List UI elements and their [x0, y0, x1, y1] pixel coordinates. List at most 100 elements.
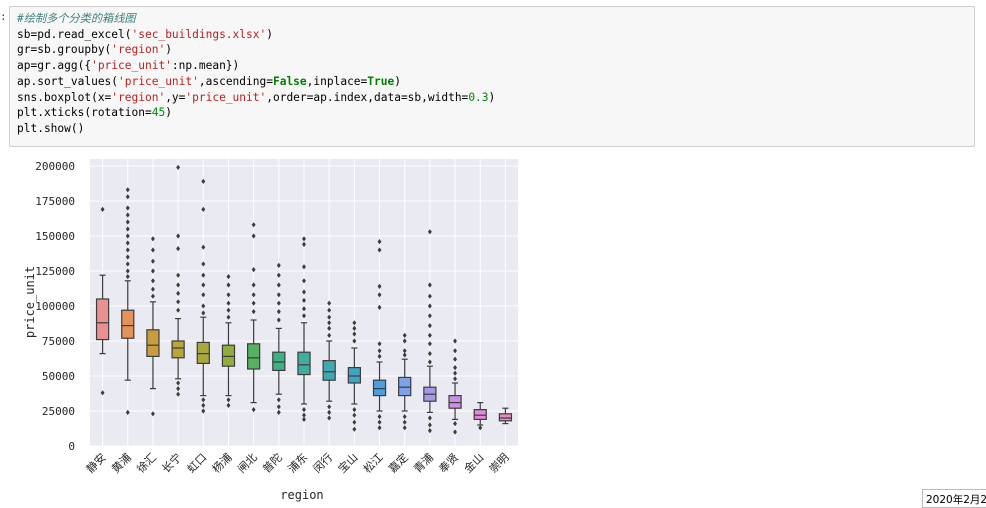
outlier-point: [150, 258, 155, 264]
outlier-point: [427, 359, 432, 365]
outlier-point: [201, 408, 206, 414]
box-金山: [473, 402, 487, 431]
x-tick-label: 浦东: [285, 451, 310, 476]
outlier-point: [453, 348, 458, 354]
box-body: [247, 343, 261, 370]
box-普陀: [272, 262, 286, 415]
outlier-point: [427, 428, 432, 434]
outlier-point: [150, 247, 155, 253]
outlier-point: [226, 314, 231, 320]
y-tick-label: 175000: [35, 195, 75, 208]
box-奉贤: [448, 338, 462, 435]
outlier-point: [377, 239, 382, 245]
y-tick-label: 0: [68, 440, 75, 453]
box-body: [372, 379, 387, 397]
code-editor[interactable]: #绘制多个分类的箱线图 sb=pd.read_excel('sec_buildi…: [17, 12, 496, 135]
outlier-point: [377, 247, 382, 253]
outlier-point: [176, 246, 181, 252]
box-徐汇: [146, 236, 160, 417]
outlier-point: [176, 307, 181, 313]
outlier-point: [100, 206, 105, 212]
outlier-point: [453, 370, 458, 376]
outlier-point: [150, 286, 155, 292]
x-axis-label: region: [280, 488, 323, 502]
box-body: [146, 329, 160, 358]
outlier-point: [478, 425, 483, 431]
outlier-point: [453, 338, 458, 344]
outlier-point: [302, 407, 306, 413]
box-body: [272, 351, 286, 371]
outlier-point: [176, 272, 181, 278]
x-tick-label: 金山: [461, 450, 486, 475]
x-tick-label: 宝山: [335, 450, 360, 475]
y-tick-label: 75000: [42, 335, 75, 348]
outlier-point: [251, 292, 256, 298]
x-tick-label: 崇明: [487, 451, 512, 476]
outlier-point: [302, 241, 306, 247]
x-tick-label: 徐汇: [134, 450, 159, 475]
box-body: [171, 340, 185, 359]
box-body: [121, 309, 135, 339]
outlier-point: [226, 307, 231, 313]
y-tick-label: 125000: [35, 265, 75, 278]
outlier-point: [377, 341, 382, 347]
outlier-point: [302, 306, 306, 312]
x-tick-label: 闵行: [310, 450, 335, 475]
outlier-point: [453, 376, 458, 382]
box-崇明: [498, 407, 513, 425]
outlier-point: [402, 425, 407, 431]
outlier-point: [125, 233, 130, 239]
outlier-point: [352, 407, 357, 413]
outlier-point: [352, 419, 357, 425]
outlier-point: [125, 219, 130, 225]
outlier-point: [176, 299, 181, 305]
outlier-point: [327, 409, 332, 415]
outlier-point: [377, 292, 382, 298]
outlier-point: [125, 226, 130, 232]
x-tick-label: 静安: [83, 450, 108, 475]
box-body: [398, 376, 412, 397]
outlier-point: [150, 268, 155, 274]
outlier-point: [226, 292, 231, 298]
outlier-point: [150, 293, 155, 299]
y-tick-label: 100000: [35, 300, 75, 313]
boxplot-chart: 0 25000 50000 75000 100000 125000 150000 175000…: [23, 159, 518, 502]
x-tick-label: 长宁: [159, 450, 184, 475]
outlier-point: [352, 331, 357, 337]
outlier-point: [453, 429, 458, 435]
outlier-point: [427, 282, 432, 288]
outlier-point: [125, 187, 130, 193]
outlier-point: [125, 254, 130, 260]
box-静安: [95, 206, 110, 396]
outlier-point: [201, 272, 206, 278]
outlier-point: [176, 233, 181, 239]
outlier-point: [176, 386, 181, 392]
outlier-point: [176, 164, 181, 170]
outlier-point: [427, 415, 432, 421]
x-tick-label: 奉贤: [436, 450, 461, 475]
outlier-point: [125, 240, 130, 246]
x-tick-label: 普陀: [259, 450, 284, 475]
outlier-point: [352, 320, 357, 326]
outlier-point: [100, 390, 105, 396]
outlier-point: [176, 282, 181, 288]
outlier-point: [302, 289, 306, 295]
box-body: [473, 409, 487, 421]
outlier-point: [276, 409, 281, 415]
outlier-point: [276, 282, 281, 288]
outlier-point: [302, 313, 306, 319]
outlier-point: [150, 236, 155, 242]
outlier-point: [251, 300, 256, 306]
outlier-point: [201, 292, 206, 298]
outlier-point: [276, 397, 281, 403]
box-青浦: [423, 229, 437, 434]
outlier-point: [327, 404, 332, 410]
outlier-point: [201, 397, 206, 403]
outlier-point: [125, 409, 130, 415]
code-comment: #绘制多个分类的箱线图: [17, 12, 136, 25]
code-cell[interactable]: #绘制多个分类的箱线图 sb=pd.read_excel('sec_buildi…: [9, 6, 975, 147]
outlier-point: [150, 411, 155, 417]
outlier-point: [302, 236, 306, 242]
box-长宁: [171, 164, 185, 397]
outlier-point: [327, 320, 332, 326]
